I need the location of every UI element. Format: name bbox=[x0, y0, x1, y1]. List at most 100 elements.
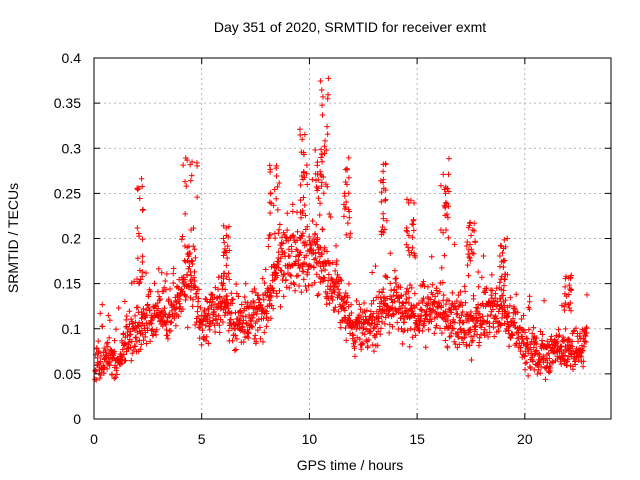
data-point bbox=[129, 350, 136, 357]
data-point bbox=[121, 351, 127, 358]
data-point bbox=[320, 94, 326, 100]
data-point bbox=[455, 334, 462, 340]
data-point bbox=[378, 313, 385, 320]
data-point bbox=[412, 332, 419, 339]
data-point bbox=[475, 283, 482, 290]
data-point bbox=[167, 286, 173, 292]
data-point bbox=[244, 321, 250, 327]
data-point bbox=[158, 269, 165, 276]
data-point bbox=[350, 332, 356, 339]
data-point bbox=[266, 286, 272, 293]
data-point bbox=[445, 313, 451, 320]
data-point bbox=[300, 268, 307, 275]
data-point bbox=[302, 131, 308, 138]
data-point bbox=[341, 213, 347, 220]
data-point bbox=[468, 246, 475, 253]
data-point bbox=[304, 269, 311, 276]
data-point bbox=[319, 251, 325, 257]
data-point bbox=[335, 308, 342, 315]
data-point bbox=[153, 331, 159, 338]
data-point bbox=[283, 284, 290, 291]
data-point bbox=[307, 262, 313, 269]
data-point bbox=[522, 329, 528, 336]
data-point bbox=[344, 165, 350, 172]
data-point bbox=[322, 138, 328, 144]
y-tick-label: 0.3 bbox=[62, 140, 82, 156]
data-point bbox=[367, 322, 374, 328]
data-point bbox=[137, 267, 143, 274]
data-point bbox=[205, 311, 212, 317]
data-point bbox=[375, 328, 381, 335]
data-point bbox=[121, 358, 128, 364]
data-point bbox=[562, 291, 568, 297]
data-point bbox=[147, 288, 154, 295]
data-point bbox=[346, 214, 353, 221]
data-point bbox=[370, 297, 377, 304]
data-point bbox=[302, 212, 309, 219]
data-point bbox=[180, 306, 186, 312]
data-point bbox=[560, 356, 567, 362]
data-point bbox=[230, 296, 236, 302]
data-point bbox=[267, 289, 274, 296]
data-point bbox=[143, 340, 150, 347]
data-point bbox=[584, 292, 590, 298]
data-point bbox=[410, 218, 417, 224]
data-point bbox=[562, 284, 568, 290]
data-point bbox=[136, 230, 142, 237]
data-point bbox=[242, 313, 249, 320]
data-point bbox=[186, 284, 192, 290]
data-point bbox=[374, 314, 381, 321]
data-point bbox=[171, 315, 178, 321]
data-point bbox=[478, 331, 484, 338]
data-point bbox=[226, 327, 232, 334]
data-point bbox=[492, 313, 499, 319]
data-point bbox=[234, 336, 240, 342]
data-point bbox=[471, 333, 477, 339]
data-point bbox=[386, 330, 392, 336]
data-point bbox=[403, 227, 410, 234]
data-point bbox=[539, 337, 545, 344]
data-point bbox=[207, 315, 213, 321]
data-point bbox=[538, 356, 544, 363]
data-point bbox=[510, 315, 516, 322]
data-point bbox=[582, 333, 589, 339]
data-point bbox=[507, 302, 513, 309]
data-point bbox=[123, 348, 130, 355]
data-point bbox=[273, 173, 280, 179]
data-point bbox=[569, 343, 575, 350]
data-point bbox=[287, 272, 293, 278]
data-point bbox=[353, 298, 360, 304]
data-point bbox=[268, 315, 274, 322]
data-point bbox=[121, 341, 128, 348]
data-point bbox=[357, 306, 364, 313]
data-point bbox=[129, 338, 135, 345]
data-point bbox=[204, 298, 211, 305]
data-point bbox=[326, 271, 332, 278]
data-point bbox=[490, 324, 497, 331]
data-point bbox=[277, 255, 284, 262]
data-point bbox=[220, 252, 227, 259]
data-point bbox=[286, 285, 293, 291]
data-point bbox=[457, 289, 464, 295]
data-point bbox=[358, 346, 364, 353]
data-point bbox=[568, 307, 574, 314]
data-point bbox=[408, 249, 415, 256]
data-point bbox=[136, 319, 142, 326]
data-point bbox=[251, 286, 258, 292]
data-point bbox=[461, 329, 467, 335]
data-point bbox=[428, 253, 435, 260]
data-point bbox=[106, 362, 113, 369]
data-point bbox=[572, 358, 579, 365]
data-point bbox=[101, 364, 108, 371]
data-point bbox=[205, 340, 212, 347]
data-point bbox=[404, 196, 410, 203]
data-point bbox=[432, 293, 438, 300]
data-point bbox=[161, 305, 168, 311]
data-point bbox=[173, 322, 179, 329]
data-point bbox=[425, 284, 431, 290]
data-point bbox=[309, 176, 316, 183]
data-point bbox=[443, 312, 450, 318]
data-point bbox=[405, 288, 412, 295]
data-point bbox=[297, 182, 304, 188]
data-point bbox=[280, 293, 287, 300]
